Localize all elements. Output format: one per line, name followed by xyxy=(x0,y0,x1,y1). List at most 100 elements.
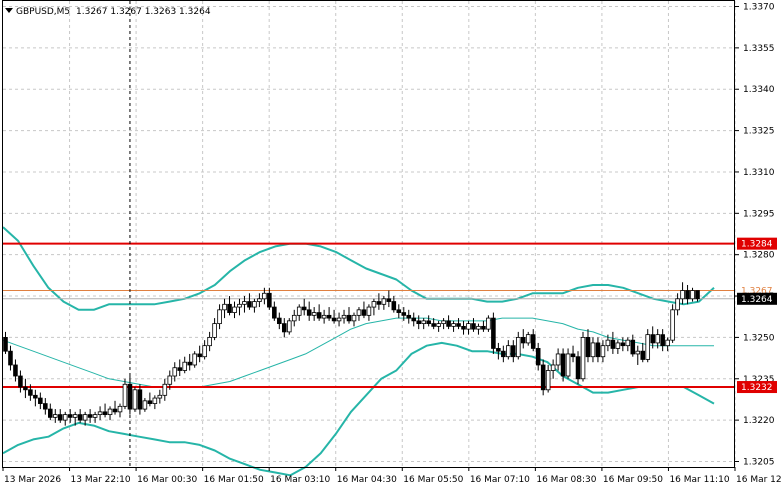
current-price-tag xyxy=(737,292,777,305)
candle-body xyxy=(685,290,690,300)
time-axis[interactable]: 13 Mar 2026 13 Mar 22:10 16 Mar 00:30 16 Ma… xyxy=(2,467,781,485)
candle-body xyxy=(660,334,665,347)
candle-body xyxy=(217,309,222,325)
x-tick-label: 16 Mar 00:30 xyxy=(137,475,197,485)
y-tick-label: 1.3295 xyxy=(743,209,775,219)
candle-body xyxy=(426,320,431,325)
candle-body xyxy=(376,301,382,305)
candle-body xyxy=(177,367,183,371)
y-tick-label: 1.3310 xyxy=(743,168,775,178)
candle-body xyxy=(72,414,78,418)
horizontal-levels[interactable] xyxy=(3,242,735,389)
candle-body xyxy=(152,397,158,404)
candle-body xyxy=(635,350,641,355)
candle-body xyxy=(525,334,531,344)
candle-body xyxy=(371,301,377,308)
candle-body xyxy=(336,317,342,322)
candle-body xyxy=(102,411,108,416)
x-tick-label: 16 Mar 09:50 xyxy=(603,475,663,485)
candle-body xyxy=(580,337,586,380)
bollinger-bands xyxy=(2,226,715,477)
candle-body xyxy=(570,353,576,358)
candle-body xyxy=(142,400,148,410)
candle-body xyxy=(92,414,98,418)
candle-body xyxy=(416,320,422,325)
candle-body xyxy=(87,414,93,418)
candle-body xyxy=(396,309,402,313)
candle-body xyxy=(227,303,232,313)
candle-body xyxy=(600,345,606,358)
y-tick-label: 1.3340 xyxy=(743,85,775,95)
candle-body xyxy=(361,309,367,316)
x-tick-label: 16 Mar 03:10 xyxy=(270,475,330,485)
candle-body xyxy=(501,350,506,358)
candle-body xyxy=(381,298,387,305)
candle-body xyxy=(630,339,636,355)
candle-body xyxy=(157,394,163,399)
candle-body xyxy=(13,364,18,377)
candle-body xyxy=(18,375,23,388)
candle-body xyxy=(615,342,621,349)
level-price-tag xyxy=(737,237,777,250)
candle-body xyxy=(202,345,207,358)
candle-body xyxy=(117,405,123,413)
bollinger-lower-line xyxy=(2,341,715,477)
candle-body xyxy=(242,301,247,305)
candle-body xyxy=(107,408,113,416)
y-tick-label: 1.3250 xyxy=(743,333,775,343)
candle-body xyxy=(645,334,651,360)
candle-body xyxy=(366,306,372,316)
candle-body xyxy=(43,403,48,410)
candle-body xyxy=(182,361,188,371)
candle-body xyxy=(321,314,327,319)
candle-body xyxy=(212,323,217,338)
candle-body xyxy=(167,375,173,385)
candle-body xyxy=(550,364,556,371)
candle-body xyxy=(207,337,212,347)
candle-body xyxy=(695,290,700,300)
candle-body xyxy=(605,339,611,347)
triangle-down-icon[interactable] xyxy=(5,8,13,13)
candle-body xyxy=(590,342,596,358)
candle-body xyxy=(296,306,302,316)
y-tick-label: 1.3220 xyxy=(743,416,775,426)
candle-body xyxy=(595,342,601,358)
candle-body xyxy=(291,314,297,322)
candle-body xyxy=(491,317,496,349)
candle-body xyxy=(301,306,307,311)
candle-body xyxy=(281,323,287,333)
candle-body xyxy=(286,320,292,333)
candle-body xyxy=(262,292,267,300)
candle-body xyxy=(575,356,581,380)
candle-body xyxy=(436,323,441,327)
x-tick-label: 16 Mar 01:50 xyxy=(204,475,264,485)
x-tick-label: 16 Mar 11:10 xyxy=(669,475,729,485)
candle-body xyxy=(446,320,451,327)
x-tick-label: 13 Mar 22:10 xyxy=(71,475,131,485)
candle-body xyxy=(530,334,536,349)
candle-body xyxy=(665,339,670,347)
candle-body xyxy=(496,348,501,352)
level-price-label: 1.3232 xyxy=(741,383,773,393)
candle-body xyxy=(77,414,83,421)
x-tick-label: 13 Mar 2026 xyxy=(4,475,61,485)
current-price-label: 1.3264 xyxy=(741,295,773,305)
candle-body xyxy=(520,337,526,344)
y-tick-label: 1.3355 xyxy=(743,44,775,54)
x-tick-label: 16 Mar 08:30 xyxy=(536,475,596,485)
candle-body xyxy=(431,323,436,327)
candle-body xyxy=(257,298,262,302)
ask-price-label: 1.3267 xyxy=(741,287,773,297)
candle-body xyxy=(461,325,466,330)
candle-body xyxy=(132,389,138,410)
candle-body xyxy=(471,323,476,330)
level-price-tag xyxy=(737,381,777,394)
candle-body xyxy=(3,337,8,352)
candle-body xyxy=(515,337,521,358)
candle-body xyxy=(326,314,332,319)
candle-body xyxy=(252,301,257,308)
candle-body xyxy=(506,345,511,358)
candle-body xyxy=(341,314,347,319)
